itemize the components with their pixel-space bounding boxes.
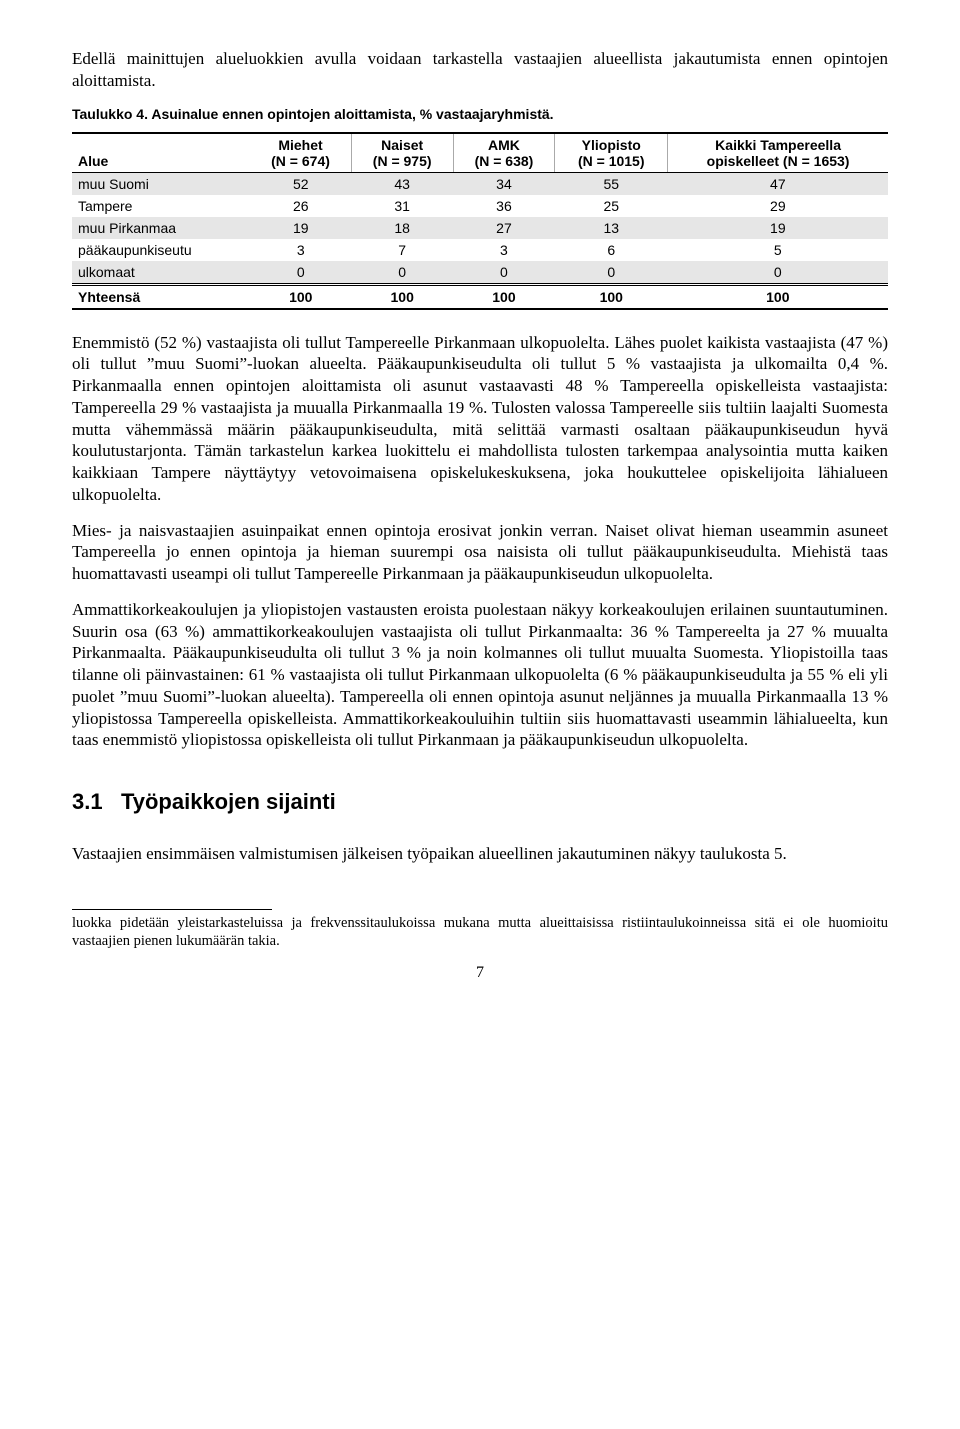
table-row: Tampere 26 31 36 25 29 — [72, 195, 888, 217]
table-row: muu Pirkanmaa 19 18 27 13 19 — [72, 217, 888, 239]
after-heading-paragraph: Vastaajien ensimmäisen valmistumisen jäl… — [72, 843, 888, 865]
page: Edellä mainittujen alueluokkien avulla v… — [0, 0, 960, 1022]
page-number: 7 — [72, 964, 888, 982]
data-table: Alue Miehet (N = 674) Naiset (N = 975) A… — [72, 132, 888, 310]
footnote-separator — [72, 909, 272, 910]
col-header-5: Kaikki Tampereella opiskelleet (N = 1653… — [668, 133, 888, 173]
table-total-row: Yhteensä 100 100 100 100 100 — [72, 284, 888, 309]
col-header-2: Naiset (N = 975) — [351, 133, 453, 173]
section-heading: 3.1 Työpaikkojen sijainti — [72, 789, 888, 815]
table-head: Alue Miehet (N = 674) Naiset (N = 975) A… — [72, 133, 888, 173]
table-row: ulkomaat 0 0 0 0 0 — [72, 261, 888, 285]
heading-text: Työpaikkojen sijainti — [121, 789, 336, 814]
intro-paragraph: Edellä mainittujen alueluokkien avulla v… — [72, 48, 888, 92]
col-header-4: Yliopisto (N = 1015) — [555, 133, 668, 173]
col-header-0: Alue — [72, 133, 250, 173]
table-row: pääkaupunkiseutu 3 7 3 6 5 — [72, 239, 888, 261]
footnote-text: luokka pidetään yleistarkasteluissa ja f… — [72, 914, 888, 950]
col-header-1: Miehet (N = 674) — [250, 133, 351, 173]
body-paragraph: Mies- ja naisvastaajien asuinpaikat enne… — [72, 520, 888, 585]
col-header-3: AMK (N = 638) — [453, 133, 555, 173]
table-row: muu Suomi 52 43 34 55 47 — [72, 172, 888, 195]
table-body: muu Suomi 52 43 34 55 47 Tampere 26 31 3… — [72, 172, 888, 309]
heading-number: 3.1 — [72, 789, 103, 814]
table-caption: Taulukko 4. Asuinalue ennen opintojen al… — [72, 106, 888, 122]
body-paragraph: Ammattikorkeakoulujen ja yliopistojen va… — [72, 599, 888, 751]
body-paragraph: Enemmistö (52 %) vastaajista oli tullut … — [72, 332, 888, 506]
